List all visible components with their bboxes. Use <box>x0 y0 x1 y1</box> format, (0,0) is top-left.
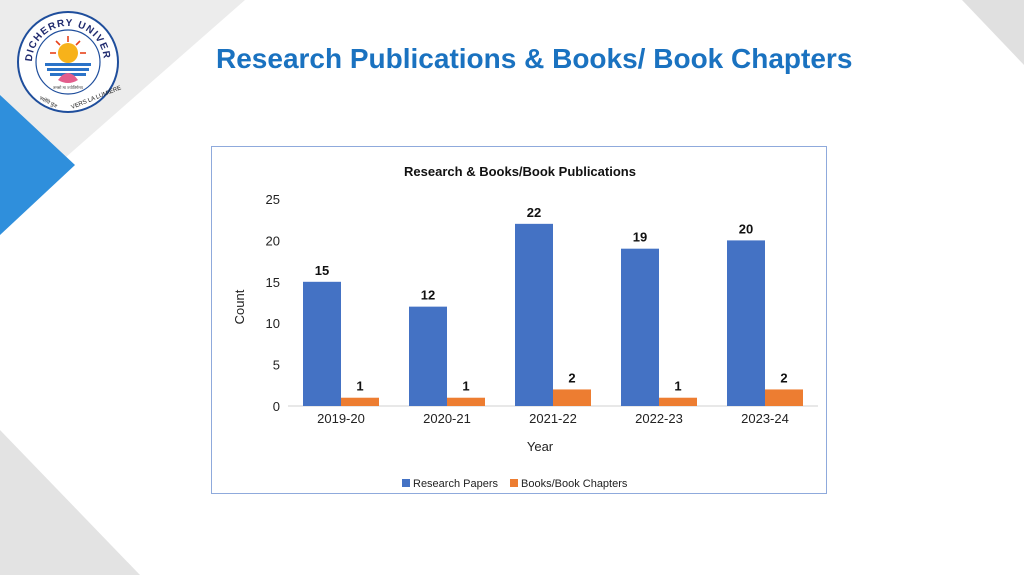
data-label: 1 <box>356 379 363 394</box>
bar-books-chapters-2022-23 <box>659 397 697 406</box>
legend-swatch <box>402 479 410 487</box>
x-tick-label: 2022-23 <box>635 411 683 426</box>
x-tick-label: 2023-24 <box>741 411 789 426</box>
chart-container: Research & Books/Book Publications Count… <box>211 146 827 494</box>
data-label: 22 <box>527 205 541 220</box>
y-tick-label: 20 <box>266 233 280 248</box>
bottom-left-grey-triangle <box>0 430 140 575</box>
x-axis-label: Year <box>527 439 554 454</box>
bar-books-chapters-2019-20 <box>341 397 379 406</box>
bar-books-chapters-2021-22 <box>553 389 591 406</box>
legend-swatch <box>510 479 518 487</box>
y-tick-label: 5 <box>273 358 280 373</box>
legend-entry: Books/Book Chapters <box>521 478 628 490</box>
data-label: 2 <box>568 370 575 385</box>
university-logo: PONDICHERRY UNIVERSITY तमसो मा ज्योतिर्ग… <box>12 6 122 113</box>
data-label: 19 <box>633 230 647 245</box>
bar-research-papers-2021-22 <box>515 223 553 406</box>
y-tick-label: 25 <box>266 192 280 207</box>
y-tick-label: 0 <box>273 399 280 414</box>
bar-research-papers-2020-21 <box>409 306 447 406</box>
y-axis-label: Count <box>232 289 247 324</box>
legend-entry: Research Papers <box>413 478 498 490</box>
data-label: 1 <box>462 379 469 394</box>
bar-research-papers-2022-23 <box>621 248 659 406</box>
data-label: 2 <box>780 370 787 385</box>
data-label: 20 <box>739 221 753 236</box>
data-label: 12 <box>421 288 435 303</box>
sun-icon <box>50 36 86 63</box>
y-tick-label: 10 <box>266 316 280 331</box>
logo-motto-hindi: तमसो मा ज्योतिर्गमय <box>53 85 84 90</box>
slide-title: Research Publications & Books/ Book Chap… <box>216 43 853 74</box>
lotus-icon <box>58 73 78 83</box>
bar-books-chapters-2020-21 <box>447 397 485 406</box>
data-label: 1 <box>674 379 681 394</box>
x-tick-label: 2021-22 <box>529 411 577 426</box>
top-right-grey-triangle <box>962 0 1024 65</box>
data-label: 15 <box>315 263 329 278</box>
chart-title: Research & Books/Book Publications <box>404 164 636 179</box>
x-tick-label: 2019-20 <box>317 411 365 426</box>
bar-books-chapters-2023-24 <box>765 389 803 406</box>
bar-chart: Research & Books/Book Publications Count… <box>232 164 818 490</box>
y-tick-label: 15 <box>266 275 280 290</box>
bar-research-papers-2023-24 <box>727 240 765 406</box>
left-blue-triangle <box>0 95 75 235</box>
x-tick-label: 2020-21 <box>423 411 471 426</box>
bar-research-papers-2019-20 <box>303 281 341 406</box>
